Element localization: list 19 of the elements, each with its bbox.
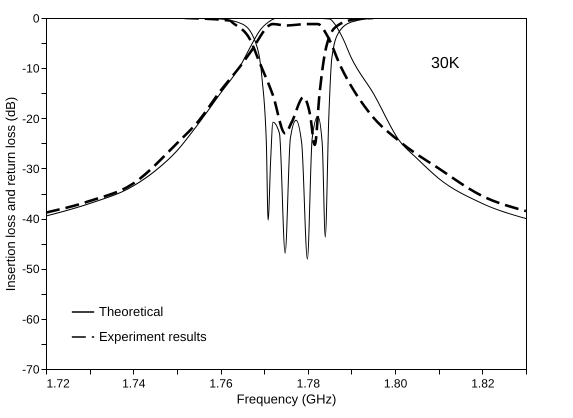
y-tick-label: -20 bbox=[22, 112, 40, 126]
y-tick-label: -50 bbox=[22, 262, 40, 276]
y-tick-label: -40 bbox=[22, 212, 40, 226]
x-tick-label: 1.76 bbox=[209, 376, 234, 390]
x-axis-title: Frequency (GHz) bbox=[236, 392, 336, 406]
y-tick-label: 0 bbox=[32, 12, 40, 26]
x-tick-label: 1.82 bbox=[471, 376, 495, 390]
x-tick-label: 1.72 bbox=[46, 376, 70, 390]
x-tick-label: 1.74 bbox=[122, 376, 146, 390]
y-tick-label: -70 bbox=[22, 362, 40, 376]
y-tick-label: -30 bbox=[22, 162, 40, 176]
legend-label: Theoretical bbox=[99, 304, 164, 319]
x-tick-label: 1.80 bbox=[384, 376, 408, 390]
annotation: 30K bbox=[431, 55, 460, 72]
y-axis-title: Insertion loss and return loss (dB) bbox=[3, 96, 18, 292]
x-tick-label: 1.78 bbox=[296, 376, 320, 390]
y-tick-label: -60 bbox=[22, 312, 40, 326]
legend-label: Experiment results bbox=[99, 329, 208, 344]
y-tick-label: -10 bbox=[22, 62, 40, 76]
